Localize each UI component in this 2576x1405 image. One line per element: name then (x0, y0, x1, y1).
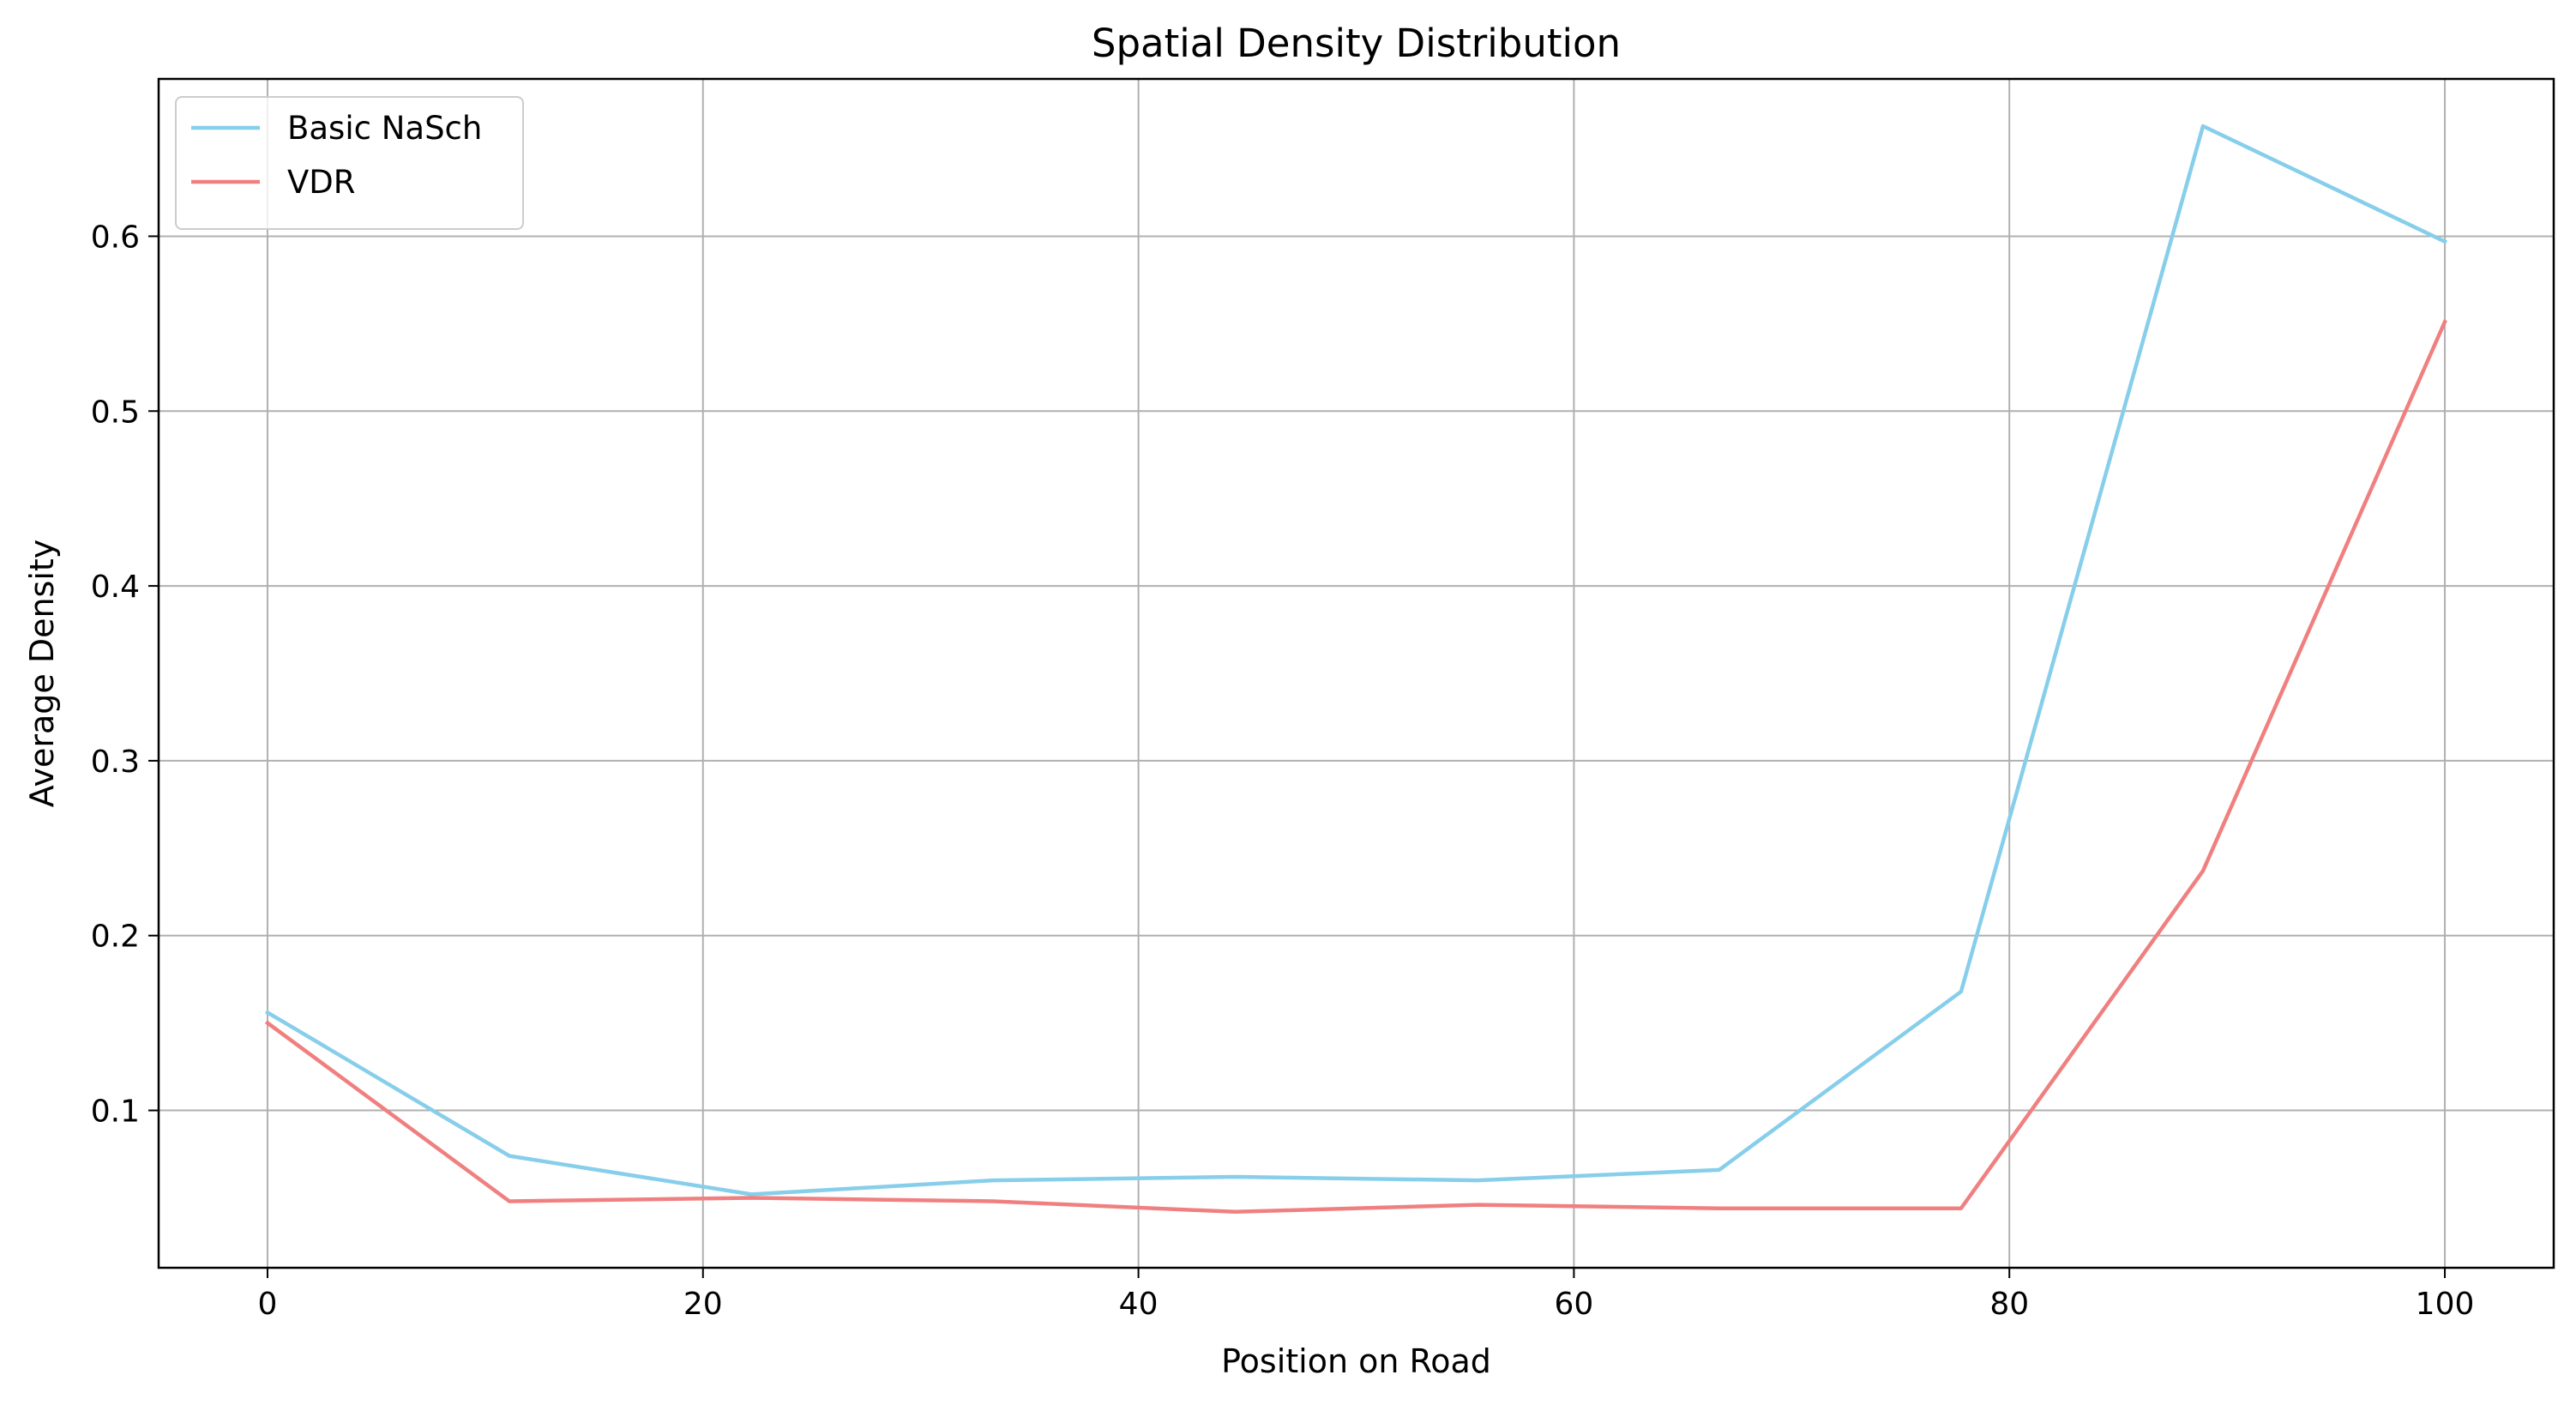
x-tick-label: 40 (1119, 1287, 1159, 1322)
y-tick-label: 0.4 (91, 570, 140, 605)
legend-label-basic-nasch: Basic NaSch (287, 110, 482, 147)
series-line-vdr (264, 319, 2447, 1215)
series-lines (264, 124, 2447, 1215)
x-tick-label: 20 (683, 1287, 723, 1322)
x-tick-label: 80 (1989, 1287, 2029, 1322)
y-tick-label: 0.2 (91, 920, 140, 955)
legend-box (175, 96, 524, 230)
chart-title: Spatial Density Distribution (1092, 21, 1621, 66)
y-axis-label: Average Density (23, 540, 61, 808)
legend-label-vdr: VDR (287, 164, 356, 201)
x-tick-label: 60 (1555, 1287, 1594, 1322)
y-tick-label: 0.1 (91, 1094, 140, 1130)
x-tick-label: 0 (258, 1287, 278, 1322)
y-tick-label: 0.5 (91, 395, 140, 430)
legend: Basic NaSch VDR (175, 96, 524, 230)
plot-frame (157, 77, 2555, 1269)
grid (159, 79, 2554, 1268)
x-axis-label: Position on Road (1221, 1342, 1491, 1380)
y-tick-label: 0.6 (91, 220, 140, 255)
series-line-basic-nasch (264, 124, 2447, 1197)
y-tick-label: 0.3 (91, 745, 140, 780)
x-tick-label: 100 (2416, 1287, 2475, 1322)
axis-ticks: 0 20 40 60 80 100 0.1 0.2 0.3 0.4 0.5 0.6 (91, 220, 2475, 1322)
